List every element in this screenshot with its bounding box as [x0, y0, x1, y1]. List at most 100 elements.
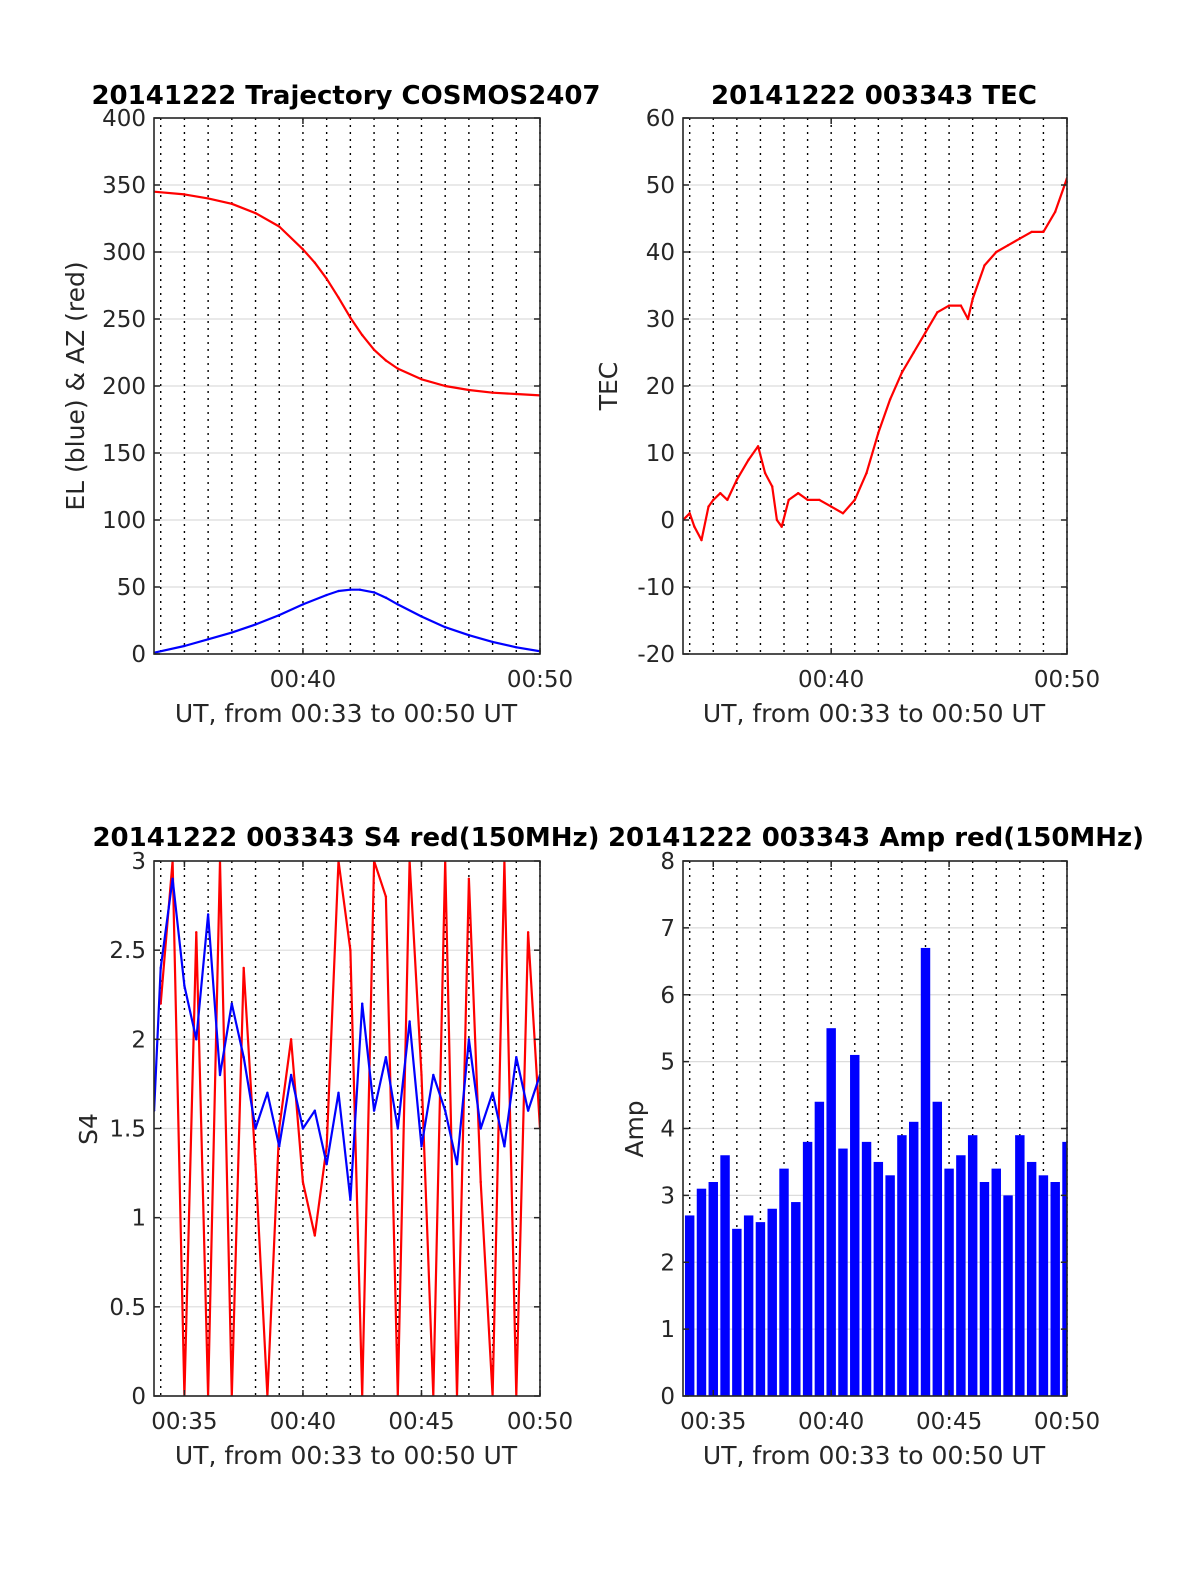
s4-series-0-point	[313, 1234, 317, 1237]
tec-title: 20141222 003343 TEC	[711, 81, 1037, 111]
s4-ytick-label: 0.5	[109, 1295, 146, 1321]
s4-series-1-point	[467, 1038, 471, 1041]
tec-series-0-point	[756, 445, 760, 448]
tec-x-label: UT, from 00:33 to 00:50 UT	[703, 699, 1046, 728]
amp-bar	[991, 1168, 1001, 1396]
s4-panel: 20141222 003343 S4 red(150MHz) UT, from …	[74, 823, 600, 1470]
trajectory-series-0-point	[337, 296, 340, 299]
s4-series-1-line	[154, 877, 540, 1201]
tec-series-0-point	[912, 351, 915, 354]
tec-panel: 20141222 003343 TEC UT, from 00:33 to 00…	[594, 81, 1100, 728]
trajectory-series-0-point	[254, 211, 257, 215]
amp-bar	[814, 1101, 825, 1396]
amp-ytick-label: 6	[660, 983, 675, 1009]
s4-series-1-point	[301, 1127, 305, 1130]
amp-ytick-label: 5	[660, 1050, 675, 1076]
amp-ytick-label: 0	[660, 1384, 675, 1410]
tec-series-0-point	[1030, 230, 1033, 234]
amp-bar	[1050, 1182, 1060, 1396]
tec-series-0-point	[818, 498, 821, 502]
s4-series-1-point	[349, 1198, 352, 1202]
tec-ytick-label: 40	[646, 240, 675, 266]
tec-ytick-label: -20	[637, 642, 675, 668]
amp-ytick-label: 1	[660, 1317, 675, 1343]
s4-series-1-point	[432, 1073, 435, 1077]
s4-series-0-point	[526, 931, 530, 934]
tec-series-0-point	[806, 498, 809, 502]
amp-y-label: Amp	[620, 1100, 649, 1157]
tec-series-0-point	[747, 458, 750, 461]
tec-series-0-point	[719, 492, 722, 495]
amp-bar	[696, 1188, 707, 1396]
s4-series-1-point	[254, 1127, 257, 1130]
tec-series-0-point	[924, 331, 927, 334]
trajectory-series-0-point	[313, 261, 317, 264]
s4-series-0-point	[254, 1162, 257, 1166]
trajectory-series-0-point	[206, 197, 210, 200]
trajectory-series-0-point	[443, 384, 447, 388]
s4-series-1-point	[361, 1002, 364, 1005]
trajectory-series-0-point	[325, 277, 328, 280]
tec-series-0-point	[693, 525, 696, 528]
amp-bar	[897, 1135, 907, 1396]
tec-series-0-point	[971, 297, 974, 301]
tec-ytick-label: 30	[646, 307, 675, 333]
amp-bar	[979, 1182, 990, 1396]
trajectory-ytick-label: 150	[102, 441, 146, 467]
s4-ytick-label: 1	[131, 1206, 146, 1232]
s4-series-1-point	[206, 913, 210, 916]
trajectory-series-0-point	[491, 391, 494, 394]
s4-series-1-point	[526, 1109, 530, 1112]
tec-series-0-point	[853, 498, 856, 502]
tec-series-0-point	[888, 398, 892, 401]
s4-xtick-label: 00:50	[507, 1409, 573, 1435]
s4-ytick-label: 0	[131, 1384, 146, 1410]
trajectory-series-1-point	[384, 596, 388, 599]
tec-series-0-point	[712, 498, 715, 502]
amp-x-label: UT, from 00:33 to 00:50 UT	[703, 1441, 1046, 1470]
s4-series-1-point	[515, 1055, 518, 1059]
s4-series-1-point	[408, 1020, 411, 1023]
amp-ytick-label: 8	[660, 849, 675, 875]
tec-series-0-point	[1006, 244, 1010, 247]
tec-ytick-label: 50	[646, 173, 675, 199]
s4-series-1-point	[230, 1002, 234, 1005]
trajectory-series-0-point	[183, 193, 186, 196]
s4-ytick-label: 2.5	[109, 938, 146, 964]
trajectory-series-1-line	[154, 588, 540, 654]
amp-bar	[720, 1155, 730, 1396]
trajectory-title: 20141222 Trajectory COSMOS2407	[91, 81, 600, 111]
s4-xtick-label: 00:35	[151, 1409, 217, 1435]
amp-ytick-label: 4	[660, 1117, 675, 1143]
tec-series-0-point	[735, 478, 739, 481]
amp-ytick-label: 3	[660, 1183, 675, 1209]
amp-bar	[1026, 1161, 1037, 1396]
tec-series-0-point	[1042, 230, 1045, 234]
trajectory-series-1-point	[396, 603, 399, 606]
tec-y-label: TEC	[594, 362, 623, 412]
s4-series-1-point	[491, 1091, 494, 1095]
s4-series-0-point	[384, 895, 388, 898]
s4-series-1-point	[266, 1091, 269, 1095]
tec-series-0-point	[726, 498, 729, 502]
tec-series-0-point	[775, 518, 779, 522]
amp-xtick-label: 00:40	[798, 1409, 864, 1435]
amp-bar	[885, 1175, 895, 1396]
s4-series-1-point	[171, 877, 174, 881]
trajectory-ytick-label: 50	[117, 575, 146, 601]
s4-series-0-point	[278, 1127, 281, 1130]
trajectory-series-1-point	[467, 634, 471, 637]
trajectory-series-1-point	[278, 613, 281, 617]
tec-ytick-label: -10	[637, 575, 675, 601]
amp-bar	[791, 1202, 801, 1396]
s4-series-0-point	[325, 1145, 328, 1148]
s4-series-1-point	[372, 1109, 376, 1112]
s4-series-1-point	[443, 1109, 447, 1112]
s4-series-0-point	[349, 948, 352, 952]
s4-series-1-point	[479, 1127, 482, 1130]
trajectory-series-1-point	[515, 646, 518, 649]
trajectory-series-0-point	[384, 359, 388, 362]
amp-bar	[850, 1054, 860, 1396]
trajectory-series-0-point	[349, 316, 352, 319]
